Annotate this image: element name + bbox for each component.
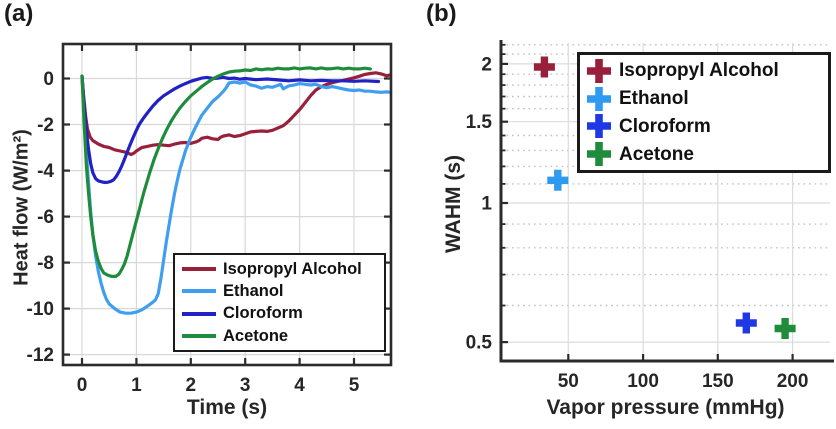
panel-a-plot: 0 1 2 3 4 5 0 -2 -4 -6 -8 -10 -12 — [27, 42, 393, 396]
tick-label: 5 — [349, 375, 360, 396]
legend-line-swatch — [182, 289, 216, 294]
panel-b-legend: Isopropyl Alcohol Ethanol Cloroform Acetone — [577, 52, 831, 173]
ticks — [63, 44, 391, 365]
series-acetone — [774, 318, 796, 339]
panel-b-plot: 50 100 150 200 2 1.5 1 0.5 — [466, 40, 834, 392]
legend-label: Isopropyl Alcohol — [223, 259, 362, 278]
tick-label: 2 — [186, 375, 197, 396]
axes-spines — [61, 42, 393, 367]
series-isopropyl-alcohol — [533, 56, 555, 78]
legend-item-cloroform: Cloroform — [580, 114, 828, 139]
legend-label: Cloroform — [223, 304, 303, 323]
legend-label: Cloroform — [619, 115, 711, 137]
tick-label: 3 — [240, 375, 251, 396]
tick-label: 2 — [481, 54, 492, 75]
tick-label: -2 — [37, 115, 54, 136]
legend-line-swatch — [182, 311, 216, 316]
legend-item-ethanol: Ethanol — [580, 86, 828, 111]
data-point-acetone — [774, 318, 796, 339]
legend-label: Acetone — [223, 326, 289, 345]
data-point-isopropyl-alcohol — [533, 56, 555, 78]
tick-label: 1 — [131, 375, 142, 396]
legend-plus-icon — [587, 58, 611, 83]
tick-label: 1 — [481, 194, 492, 215]
panel-b-y-axis-label: WAHM (s) — [442, 155, 465, 253]
panel-b: 50 100 150 200 2 1.5 1 0.5 (b) WAHM (s) Vapor p… — [418, 0, 836, 429]
tick-label: -10 — [27, 299, 54, 320]
legend-item-isopropyl-alcohol: Isopropyl Alcohol — [175, 261, 384, 278]
panel-a-label: (a) — [4, 0, 34, 27]
series-ethanol — [547, 169, 569, 191]
legend-label: Ethanol — [619, 88, 689, 110]
tick-label: 4 — [294, 375, 305, 396]
legend-item-isopropyl-alcohol: Isopropyl Alcohol — [580, 58, 828, 83]
data-point-cloroform — [735, 312, 757, 334]
legend-plus-icon — [587, 114, 611, 139]
series-cloroform — [80, 74, 381, 185]
data-point-ethanol — [547, 169, 569, 191]
tick-label: -4 — [37, 161, 54, 182]
tick-label: -6 — [37, 207, 54, 228]
series-isopropyl-alcohol — [80, 71, 391, 157]
panel-b-x-axis-label: Vapor pressure (mmHg) — [546, 396, 785, 419]
panel-a-x-axis-label: Time (s) — [186, 396, 268, 419]
axes-spines — [499, 40, 834, 363]
tick-label: 100 — [627, 371, 659, 392]
legend-label: Ethanol — [223, 282, 284, 301]
tick-label: -8 — [37, 253, 54, 274]
panel-a-y-axis-label: Heat flow (W/m²) — [10, 129, 33, 286]
legend-item-acetone: Acetone — [175, 328, 384, 345]
tick-label: 50 — [558, 371, 579, 392]
series-acetone — [80, 66, 372, 278]
tick-label: 150 — [702, 371, 734, 392]
tick-label: 0.5 — [466, 333, 493, 354]
legend-item-cloroform: Cloroform — [175, 305, 384, 322]
legend-item-ethanol: Ethanol — [175, 283, 384, 300]
tick-label: 1.5 — [466, 112, 493, 133]
series-ethanol — [80, 74, 392, 315]
legend-label: Acetone — [619, 143, 694, 165]
series-cloroform — [735, 312, 757, 334]
legend-plus-icon — [587, 142, 611, 167]
panel-b-label: (b) — [426, 0, 457, 27]
panel-a: 0 1 2 3 4 5 0 -2 -4 -6 -8 -10 -12 (a) Heat flow (W/m… — [4, 0, 393, 419]
legend-line-swatch — [182, 267, 216, 272]
tick-label: 0 — [43, 69, 54, 90]
legend-line-swatch — [182, 333, 216, 338]
tick-labels: 50 100 150 200 2 1.5 1 0.5 — [466, 54, 809, 392]
tick-labels: 0 1 2 3 4 5 0 -2 -4 -6 -8 -10 -12 — [27, 69, 360, 396]
ticks — [501, 43, 794, 361]
tick-label: 200 — [777, 371, 809, 392]
legend-plus-icon — [587, 86, 611, 111]
legend-label: Isopropyl Alcohol — [619, 60, 779, 82]
tick-label: 0 — [77, 375, 88, 396]
legend-item-acetone: Acetone — [580, 142, 828, 167]
tick-label: -12 — [27, 345, 54, 366]
panel-a-legend: Isopropyl Alcohol Ethanol Cloroform Acetone — [173, 253, 386, 352]
